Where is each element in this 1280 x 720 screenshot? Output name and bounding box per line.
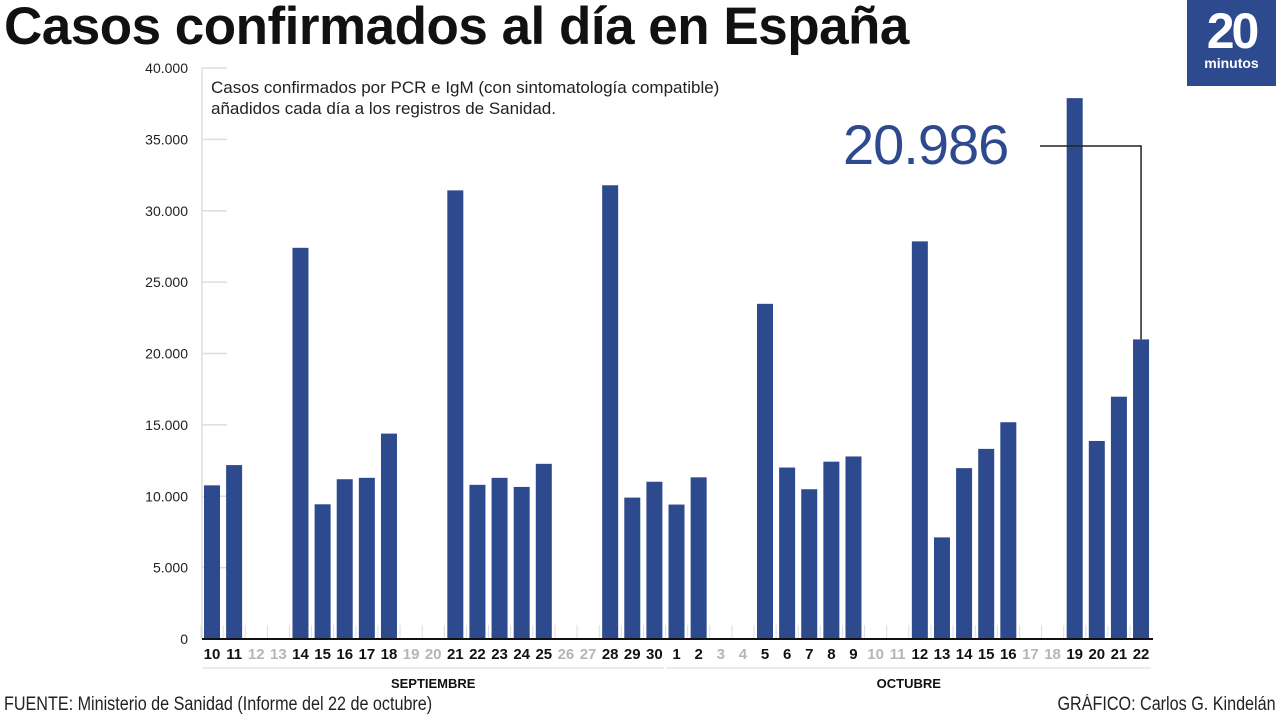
x-tick-label: 7 — [805, 646, 813, 663]
x-tick-label: 16 — [1000, 646, 1017, 663]
bar — [380, 433, 397, 639]
credit-note: GRÁFICO: Carlos G. Kindelán — [1057, 694, 1276, 715]
x-tick-label: 25 — [535, 646, 552, 663]
bar — [204, 485, 220, 639]
x-tick-label: 17 — [358, 646, 375, 663]
x-tick-label: 10 — [204, 646, 221, 663]
x-tick-label: 17 — [1022, 646, 1039, 663]
x-tick-label: 29 — [624, 646, 641, 663]
bar — [1110, 396, 1127, 639]
x-tick-label: 4 — [739, 646, 748, 663]
x-tick-label: 11 — [226, 646, 242, 663]
y-tick-label: 25.000 — [145, 274, 188, 290]
subtitle-line: añadidos cada día a los registros de San… — [211, 99, 556, 118]
bar — [358, 477, 375, 639]
y-tick-label: 15.000 — [145, 417, 188, 433]
bar — [933, 537, 950, 639]
bar — [535, 463, 552, 639]
bar — [845, 456, 862, 639]
bar — [513, 486, 530, 639]
month-label: SEPTIEMBRE — [391, 676, 476, 691]
source-note: FUENTE: Ministerio de Sanidad (Informe d… — [4, 694, 433, 715]
bar — [336, 479, 353, 639]
bar — [292, 247, 309, 639]
bar — [823, 461, 840, 639]
bar — [690, 477, 707, 639]
x-tick-label: 12 — [911, 646, 928, 663]
bar — [491, 477, 508, 639]
y-tick-label: 5.000 — [153, 560, 188, 576]
x-tick-label: 11 — [890, 646, 906, 663]
x-tick-label: 21 — [447, 646, 464, 663]
x-tick-label: 13 — [270, 646, 287, 663]
bar — [1066, 98, 1083, 639]
bar — [314, 504, 331, 639]
x-tick-label: 28 — [602, 646, 619, 663]
bar — [779, 467, 796, 639]
logo-word: minutos — [1204, 55, 1259, 71]
x-tick-label: 24 — [513, 646, 530, 663]
chart-title: Casos confirmados al día en España — [4, 0, 909, 56]
chart-subtitle: Casos confirmados por PCR e IgM (con sin… — [211, 77, 719, 119]
bar — [226, 465, 243, 639]
y-tick-label: 35.000 — [145, 131, 188, 147]
x-tick-label: 19 — [403, 646, 420, 663]
annotation-value: 20.986 — [843, 113, 1009, 176]
x-tick-label: 2 — [694, 646, 702, 663]
x-tick-label: 1 — [672, 646, 680, 663]
x-tick-label: 26 — [558, 646, 575, 663]
logo-number: 20 — [1206, 3, 1260, 59]
y-tick-label: 20.000 — [145, 346, 188, 362]
x-tick-label: 18 — [1044, 646, 1061, 663]
x-tick-label: 9 — [849, 646, 857, 663]
bar — [469, 484, 486, 639]
x-tick-label: 27 — [580, 646, 597, 663]
subtitle-line: Casos confirmados por PCR e IgM (con sin… — [211, 78, 720, 97]
x-tick-label: 14 — [292, 646, 309, 663]
x-tick-label: 15 — [978, 646, 995, 663]
bar — [1133, 339, 1150, 639]
x-tick-label: 13 — [934, 646, 951, 663]
y-tick-label: 10.000 — [145, 488, 188, 504]
x-tick-label: 22 — [1133, 646, 1150, 663]
bar — [1000, 422, 1017, 639]
x-tick-label: 21 — [1111, 646, 1128, 663]
bar — [978, 448, 995, 639]
bar — [624, 497, 641, 639]
bar — [646, 481, 663, 639]
bar — [757, 303, 773, 639]
y-tick-label: 40.000 — [145, 60, 188, 76]
bar — [956, 468, 973, 639]
x-tick-label: 20 — [425, 646, 442, 663]
x-tick-label: 8 — [827, 646, 835, 663]
month-label: OCTUBRE — [877, 676, 942, 691]
brand-logo: 20 minutos — [1187, 0, 1276, 86]
x-tick-label: 30 — [646, 646, 663, 663]
bar — [602, 185, 619, 640]
x-tick-label: 5 — [761, 646, 769, 663]
x-tick-label: 14 — [956, 646, 973, 663]
annotation-leader-line — [1040, 145, 1142, 340]
x-tick-label: 19 — [1066, 646, 1083, 663]
x-tick-label: 20 — [1088, 646, 1105, 663]
bar — [447, 190, 464, 639]
bar — [801, 489, 818, 639]
x-tick-label: 12 — [248, 646, 265, 663]
bar — [668, 504, 685, 639]
x-tick-label: 10 — [867, 646, 884, 663]
x-tick-label: 16 — [336, 646, 353, 663]
bar — [1088, 440, 1105, 639]
x-tick-label: 18 — [381, 646, 398, 663]
x-tick-label: 6 — [783, 646, 791, 663]
y-tick-label: 0 — [180, 631, 188, 647]
x-tick-label: 3 — [717, 646, 725, 663]
x-tick-label: 23 — [491, 646, 508, 663]
bar — [911, 241, 928, 640]
y-tick-label: 30.000 — [145, 203, 188, 219]
x-tick-label: 15 — [314, 646, 331, 663]
x-tick-label: 22 — [469, 646, 486, 663]
